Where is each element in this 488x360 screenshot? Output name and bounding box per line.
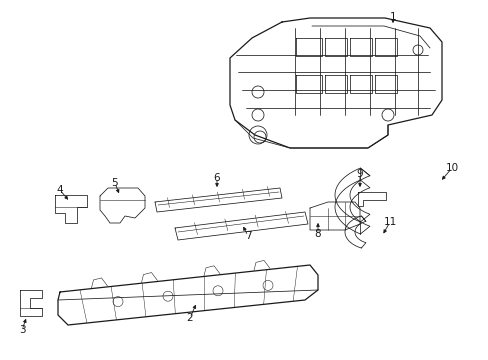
- Text: 9: 9: [356, 169, 363, 179]
- Text: 3: 3: [19, 325, 25, 335]
- Text: 4: 4: [57, 185, 63, 195]
- Text: 6: 6: [213, 173, 220, 183]
- Text: 11: 11: [383, 217, 396, 227]
- Text: 5: 5: [111, 178, 118, 188]
- Text: 10: 10: [445, 163, 458, 173]
- Text: 1: 1: [389, 12, 395, 22]
- Text: 2: 2: [186, 313, 193, 323]
- Text: 8: 8: [314, 229, 321, 239]
- Text: 7: 7: [244, 231, 251, 241]
